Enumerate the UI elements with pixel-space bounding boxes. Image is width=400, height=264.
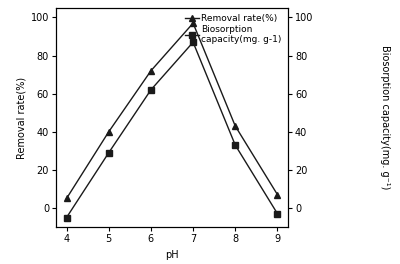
Biosorption
capacity(mg. g-1) [233,144,238,147]
Biosorption
capacity(mg. g-1) [191,41,196,44]
Removal rate(%) [275,193,280,196]
X-axis label: pH: pH [165,249,179,260]
Line: Biosorption
capacity(mg. g-1): Biosorption capacity(mg. g-1) [64,39,280,220]
Y-axis label: Removal rate(%): Removal rate(%) [16,76,26,159]
Biosorption
capacity(mg. g-1) [64,216,69,219]
Biosorption
capacity(mg. g-1) [275,212,280,215]
Removal rate(%) [148,69,153,72]
Removal rate(%) [64,197,69,200]
Line: Removal rate(%): Removal rate(%) [64,20,280,201]
Removal rate(%) [233,124,238,128]
Removal rate(%) [191,22,196,25]
Biosorption
capacity(mg. g-1) [106,151,111,154]
Y-axis label: Biosorption capacity(mg. g⁻¹): Biosorption capacity(mg. g⁻¹) [380,45,390,190]
Biosorption
capacity(mg. g-1) [148,88,153,91]
Legend: Removal rate(%), Biosorption
capacity(mg. g-1): Removal rate(%), Biosorption capacity(mg… [183,12,284,46]
Removal rate(%) [106,130,111,133]
